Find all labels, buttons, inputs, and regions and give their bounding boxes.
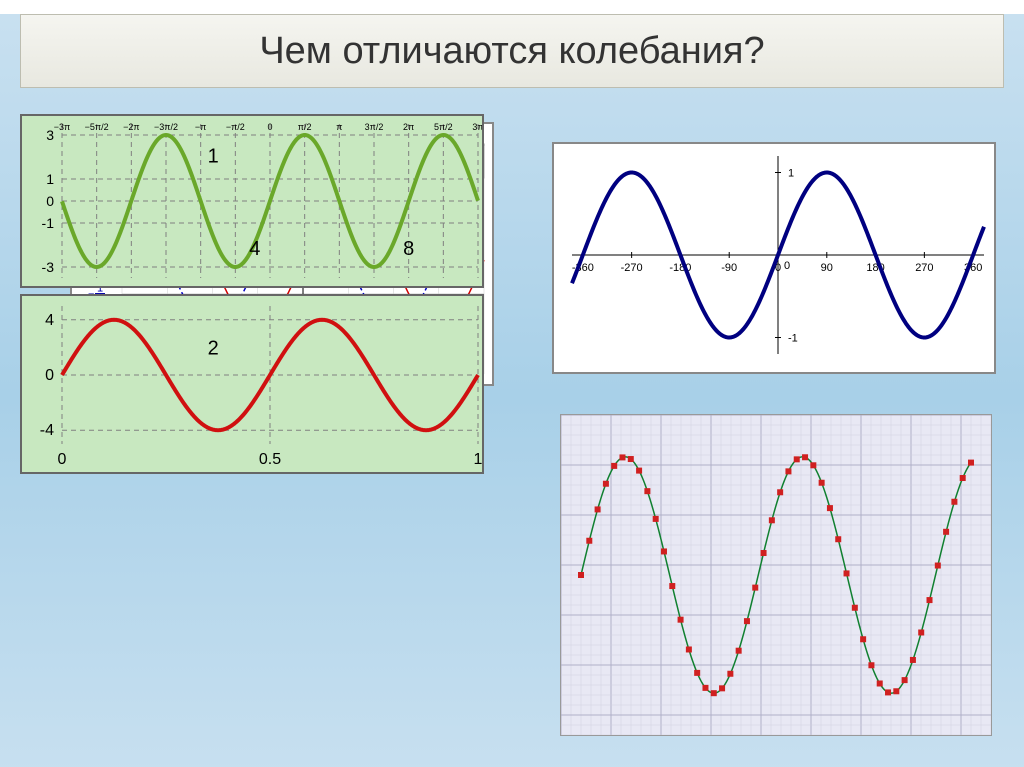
chart3a-plot: 310-1-3−3π−5π/2−2π−3π/2−π−π/20π/2π3π/22π… xyxy=(42,122,482,278)
chart3b-plot: 40-400.512 xyxy=(40,306,482,468)
chart4-plot xyxy=(561,415,991,735)
svg-text:0: 0 xyxy=(46,193,54,209)
chart2-plot: -360-270-180-90090180270360-110 xyxy=(572,156,984,354)
svg-text:−5π/2: −5π/2 xyxy=(85,122,109,132)
svg-text:−3π/2: −3π/2 xyxy=(154,122,178,132)
svg-text:1: 1 xyxy=(474,451,482,468)
chart2-svg: -360-270-180-90090180270360-110 xyxy=(554,144,994,372)
charts-area: Sine and Cosine sin(x) cos(x) 321120−12−… xyxy=(20,114,1004,767)
slide: Чем отличаются колебания? Sine and Cosin… xyxy=(0,14,1024,767)
svg-text:270: 270 xyxy=(915,262,933,274)
chart4-svg xyxy=(561,415,991,735)
svg-text:2π: 2π xyxy=(403,122,414,132)
svg-text:0: 0 xyxy=(784,260,790,272)
svg-text:2: 2 xyxy=(208,337,219,359)
chart-blue-sine: -360-270-180-90090180270360-110 xyxy=(552,142,996,374)
chart3-subA: 310-1-3−3π−5π/2−2π−3π/2−π−π/20π/2π3π/22π… xyxy=(20,114,484,288)
svg-text:−π/2: −π/2 xyxy=(226,122,245,132)
svg-text:0.5: 0.5 xyxy=(259,451,281,468)
svg-text:π/2: π/2 xyxy=(298,122,312,132)
svg-text:-1: -1 xyxy=(42,215,55,231)
svg-text:1: 1 xyxy=(788,168,794,180)
svg-text:90: 90 xyxy=(821,262,833,274)
svg-text:3π/2: 3π/2 xyxy=(365,122,384,132)
svg-text:-4: -4 xyxy=(40,422,54,439)
svg-text:4: 4 xyxy=(249,238,260,260)
svg-text:3π: 3π xyxy=(472,122,482,132)
svg-text:1: 1 xyxy=(208,146,219,168)
chart3-subB: 40-400.512 xyxy=(20,294,484,474)
title-bar: Чем отличаются колебания? xyxy=(20,14,1004,88)
svg-text:−2π: −2π xyxy=(123,122,139,132)
svg-text:-3: -3 xyxy=(42,259,55,275)
svg-text:4: 4 xyxy=(45,312,54,329)
svg-text:8: 8 xyxy=(403,238,414,260)
svg-text:-90: -90 xyxy=(721,262,737,274)
svg-text:π: π xyxy=(336,122,342,132)
svg-text:1: 1 xyxy=(46,171,54,187)
svg-text:0: 0 xyxy=(267,122,272,132)
chart-grid-markers xyxy=(560,414,992,736)
svg-text:−3π: −3π xyxy=(54,122,70,132)
svg-text:0: 0 xyxy=(58,451,67,468)
slide-title: Чем отличаются колебания? xyxy=(259,30,764,73)
svg-text:-1: -1 xyxy=(788,333,798,345)
svg-text:−π: −π xyxy=(195,122,206,132)
svg-text:-270: -270 xyxy=(621,262,643,274)
svg-text:5π/2: 5π/2 xyxy=(434,122,453,132)
svg-text:0: 0 xyxy=(45,367,54,384)
